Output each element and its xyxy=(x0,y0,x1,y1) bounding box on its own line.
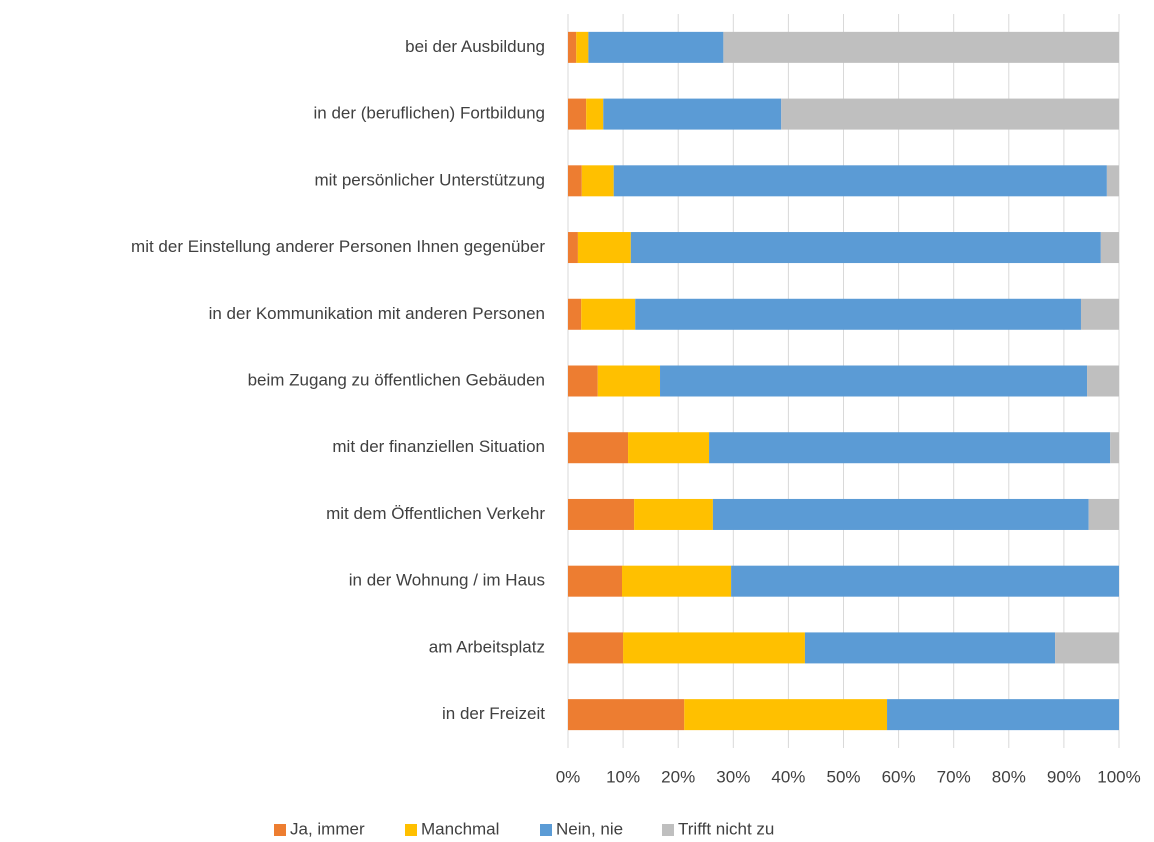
bar-segment xyxy=(568,98,587,130)
bar-segment xyxy=(568,498,635,530)
bar-segment xyxy=(576,31,589,63)
bar-segment xyxy=(568,31,577,63)
bar-segment xyxy=(684,699,888,731)
bar-segment xyxy=(586,98,604,130)
bar-segment xyxy=(577,232,631,264)
x-tick-label: 100% xyxy=(1097,767,1140,786)
bar-segment xyxy=(1055,632,1119,664)
bar-segment xyxy=(1088,498,1119,530)
legend-swatch xyxy=(274,824,286,836)
legend-swatch xyxy=(662,824,674,836)
bar-segment xyxy=(568,298,582,330)
y-tick-label: in der Kommunikation mit anderen Persone… xyxy=(209,304,545,323)
y-tick-label: mit der finanziellen Situation xyxy=(332,437,545,456)
bar-segment xyxy=(1110,432,1119,464)
bar-segment xyxy=(568,432,629,464)
bar-segment xyxy=(597,365,661,397)
bar-segment xyxy=(568,565,622,597)
y-tick-label: bei der Ausbildung xyxy=(405,37,545,56)
bar-segment xyxy=(630,232,1101,264)
bar-segment xyxy=(568,699,685,731)
y-tick-label: in der Freizeit xyxy=(442,704,545,723)
bar-segment xyxy=(613,165,1107,197)
x-tick-label: 80% xyxy=(992,767,1026,786)
x-tick-label: 90% xyxy=(1047,767,1081,786)
bar-segment xyxy=(887,699,1119,731)
bar-segment xyxy=(568,632,624,664)
bar-segment xyxy=(1080,298,1119,330)
bar-segment xyxy=(723,31,1119,63)
bar-segment xyxy=(1100,232,1119,264)
bar-segment xyxy=(628,432,710,464)
bar-segment xyxy=(588,31,724,63)
legend-swatch xyxy=(405,824,417,836)
y-tick-label: mit der Einstellung anderer Personen Ihn… xyxy=(131,237,545,256)
bar-segment xyxy=(568,365,598,397)
x-tick-label: 0% xyxy=(556,767,581,786)
x-tick-label: 70% xyxy=(937,767,971,786)
x-tick-label: 10% xyxy=(606,767,640,786)
bar-segment xyxy=(634,498,713,530)
y-tick-label: mit persönlicher Unterstützung xyxy=(314,170,545,189)
legend-label: Ja, immer xyxy=(290,819,365,838)
y-tick-label: in der (beruflichen) Fortbildung xyxy=(313,104,545,123)
x-tick-label: 30% xyxy=(716,767,750,786)
y-tick-label: am Arbeitsplatz xyxy=(429,637,545,656)
bar-segment xyxy=(581,298,636,330)
bar-segment xyxy=(1087,365,1119,397)
legend-swatch xyxy=(540,824,552,836)
legend-label: Manchmal xyxy=(421,819,499,838)
bar-segment xyxy=(660,365,1088,397)
y-tick-label: in der Wohnung / im Haus xyxy=(349,571,545,590)
x-tick-label: 40% xyxy=(771,767,805,786)
bar-segment xyxy=(623,632,805,664)
bar-segment xyxy=(804,632,1056,664)
bar-segment xyxy=(781,98,1119,130)
bar-segment xyxy=(568,232,578,264)
bar-segment xyxy=(712,498,1089,530)
bar-segment xyxy=(1106,165,1119,197)
y-tick-label: mit dem Öffentlichen Verkehr xyxy=(326,504,545,523)
bar-segment xyxy=(635,298,1081,330)
bar-segment xyxy=(731,565,1119,597)
y-tick-label: beim Zugang zu öffentlichen Gebäuden xyxy=(248,370,545,389)
bar-segment xyxy=(568,165,582,197)
x-tick-label: 50% xyxy=(826,767,860,786)
bar-segment xyxy=(709,432,1111,464)
x-tick-label: 60% xyxy=(882,767,916,786)
legend-label: Trifft nicht zu xyxy=(678,819,774,838)
bar-segment xyxy=(581,165,614,197)
legend-label: Nein, nie xyxy=(556,819,623,838)
x-tick-label: 20% xyxy=(661,767,695,786)
bar-segment xyxy=(621,565,732,597)
bar-segment xyxy=(603,98,782,130)
